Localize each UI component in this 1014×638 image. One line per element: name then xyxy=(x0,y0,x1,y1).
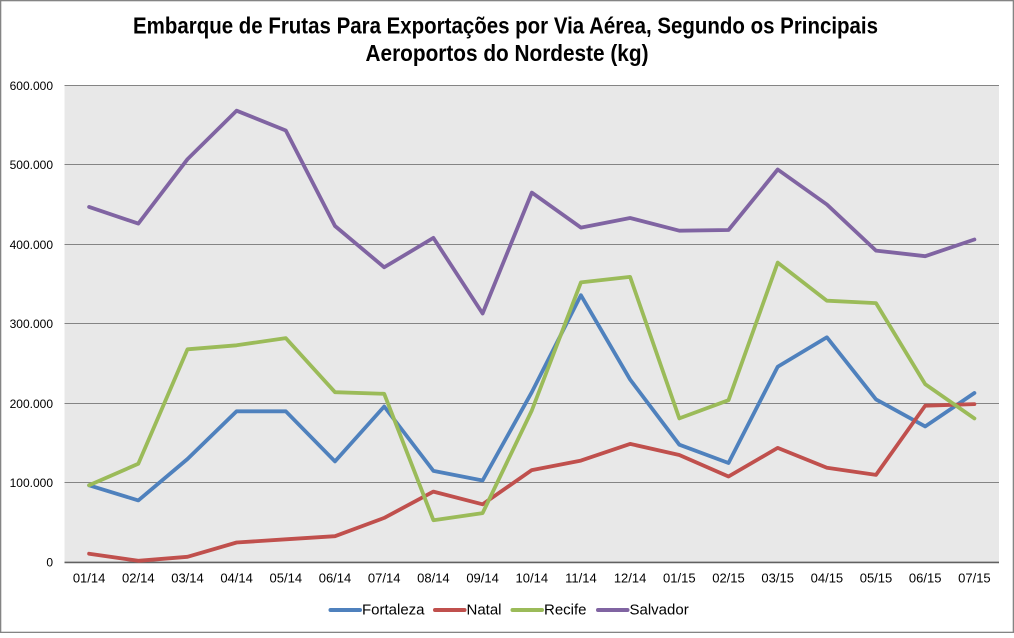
svg-text:12/14: 12/14 xyxy=(614,571,647,586)
svg-text:01/15: 01/15 xyxy=(663,571,696,586)
svg-text:02/15: 02/15 xyxy=(712,571,745,586)
svg-text:Salvador: Salvador xyxy=(630,602,689,619)
svg-text:600.000: 600.000 xyxy=(10,79,54,93)
svg-text:Embarque de Frutas Para Export: Embarque de Frutas Para Exportações por … xyxy=(133,13,878,39)
svg-text:500.000: 500.000 xyxy=(10,158,54,172)
svg-text:05/14: 05/14 xyxy=(270,571,303,586)
svg-text:09/14: 09/14 xyxy=(466,571,499,586)
svg-text:200.000: 200.000 xyxy=(10,397,54,411)
svg-text:07/15: 07/15 xyxy=(958,571,991,586)
svg-text:06/14: 06/14 xyxy=(319,571,352,586)
svg-text:08/14: 08/14 xyxy=(417,571,450,586)
svg-text:03/14: 03/14 xyxy=(171,571,204,586)
svg-text:04/14: 04/14 xyxy=(220,571,253,586)
svg-text:03/15: 03/15 xyxy=(761,571,794,586)
svg-text:100.000: 100.000 xyxy=(10,476,54,490)
svg-text:02/14: 02/14 xyxy=(122,571,155,586)
svg-text:Aeroportos do Nordeste (kg): Aeroportos do Nordeste (kg) xyxy=(366,40,649,66)
svg-text:01/14: 01/14 xyxy=(73,571,106,586)
svg-text:10/14: 10/14 xyxy=(516,571,549,586)
svg-text:Recife: Recife xyxy=(544,602,587,619)
svg-text:300.000: 300.000 xyxy=(10,317,54,331)
svg-text:Natal: Natal xyxy=(467,602,502,619)
svg-text:07/14: 07/14 xyxy=(368,571,401,586)
svg-text:05/15: 05/15 xyxy=(860,571,893,586)
svg-text:11/14: 11/14 xyxy=(565,571,597,586)
svg-text:06/15: 06/15 xyxy=(909,571,942,586)
svg-text:400.000: 400.000 xyxy=(10,238,54,252)
svg-text:0: 0 xyxy=(46,556,53,570)
svg-text:04/15: 04/15 xyxy=(811,571,844,586)
svg-text:Fortaleza: Fortaleza xyxy=(362,602,425,619)
